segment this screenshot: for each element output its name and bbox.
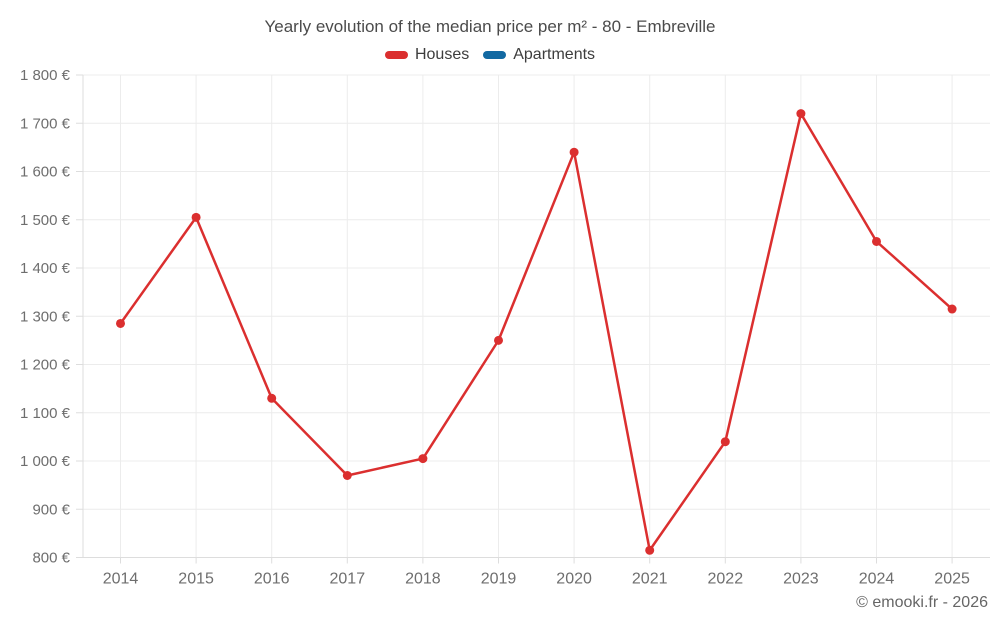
apartments-series-swatch-icon [483,51,507,59]
legend-item-apartments[interactable]: Apartments [483,46,595,64]
svg-text:2020: 2020 [556,571,592,588]
svg-text:2021: 2021 [632,571,668,588]
svg-text:2023: 2023 [783,571,819,588]
legend-item-houses[interactable]: Houses [384,46,470,64]
legend-label-apartments: Apartments [513,46,596,63]
chart-title: Yearly evolution of the median price per… [264,17,716,36]
svg-text:1 000 €: 1 000 € [20,453,71,470]
svg-text:800 €: 800 € [32,550,70,567]
svg-text:1 500 €: 1 500 € [20,212,71,229]
svg-text:1 400 €: 1 400 € [20,260,71,277]
svg-text:2018: 2018 [405,571,441,588]
svg-text:2024: 2024 [859,571,895,588]
svg-text:2022: 2022 [708,571,744,588]
svg-text:1 800 €: 1 800 € [20,67,71,84]
svg-text:1 200 €: 1 200 € [20,357,71,374]
svg-text:1 700 €: 1 700 € [20,115,71,132]
svg-text:2015: 2015 [178,571,214,588]
svg-text:1 100 €: 1 100 € [20,405,71,422]
svg-text:2019: 2019 [481,571,517,588]
svg-text:2014: 2014 [103,571,139,588]
svg-text:1 600 €: 1 600 € [20,164,71,181]
svg-text:1 300 €: 1 300 € [20,308,71,325]
credit-text: © emooki.fr - 2026 [856,594,988,611]
svg-text:2025: 2025 [934,571,970,588]
legend-label-houses: Houses [414,46,470,63]
legend: Houses Apartments [0,46,980,64]
houses-series-swatch-icon [384,51,408,59]
svg-text:2017: 2017 [330,571,366,588]
svg-text:2016: 2016 [254,571,290,588]
svg-text:900 €: 900 € [32,501,70,518]
